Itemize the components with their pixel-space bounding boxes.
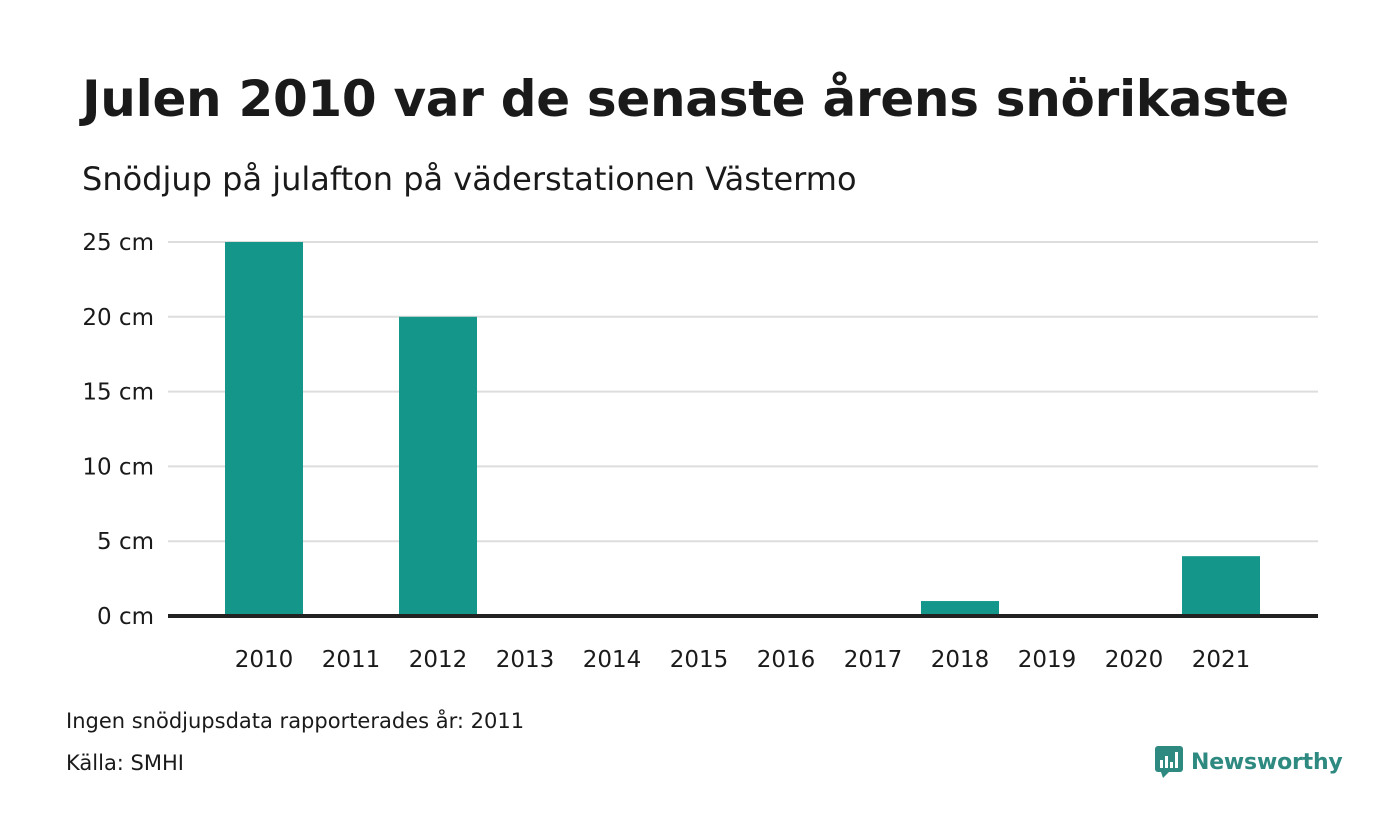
x-tick-label: 2014 xyxy=(583,647,642,673)
y-tick-label: 20 cm xyxy=(82,305,154,331)
x-tick-label: 2010 xyxy=(235,647,294,673)
x-tick-label: 2012 xyxy=(409,647,468,673)
bar-2018 xyxy=(921,601,999,616)
newsworthy-logo-icon xyxy=(1155,746,1183,778)
bar-2012 xyxy=(399,316,477,616)
x-tick-label: 2021 xyxy=(1192,647,1251,673)
y-tick-label: 5 cm xyxy=(97,529,154,555)
footnote-missing-data: Ingen snödjupsdata rapporterades år: 201… xyxy=(66,709,525,733)
grid-lines xyxy=(168,241,1318,543)
source-note: Källa: SMHI xyxy=(66,751,184,775)
bar-2021 xyxy=(1182,556,1260,616)
bar-2010 xyxy=(225,242,303,616)
y-tick-label: 0 cm xyxy=(97,604,154,630)
x-tick-label: 2018 xyxy=(931,647,990,673)
x-tick-label: 2020 xyxy=(1105,647,1164,673)
x-axis-ticks: 2010 2011 2012 2013 2014 2015 2016 2017 2018 2019… xyxy=(235,647,1251,673)
y-tick-label: 10 cm xyxy=(82,454,154,480)
y-tick-label: 25 cm xyxy=(82,230,154,256)
x-tick-label: 2011 xyxy=(322,647,381,673)
y-tick-label: 15 cm xyxy=(82,380,154,406)
x-tick-label: 2015 xyxy=(670,647,729,673)
x-tick-label: 2017 xyxy=(844,647,903,673)
x-tick-label: 2019 xyxy=(1018,647,1077,673)
brand-logo: Newsworthy xyxy=(1155,746,1343,778)
chart-subtitle: Snödjup på julafton på väderstationen Vä… xyxy=(82,160,857,198)
x-tick-label: 2016 xyxy=(757,647,816,673)
y-axis-ticks: 0 cm 5 cm 10 cm 15 cm 20 cm 25 cm xyxy=(82,230,154,630)
x-tick-label: 2013 xyxy=(496,647,555,673)
brand-name: Newsworthy xyxy=(1191,749,1343,775)
chart-title: Julen 2010 var de senaste årens snörikas… xyxy=(82,70,1289,128)
bars xyxy=(225,242,1260,616)
